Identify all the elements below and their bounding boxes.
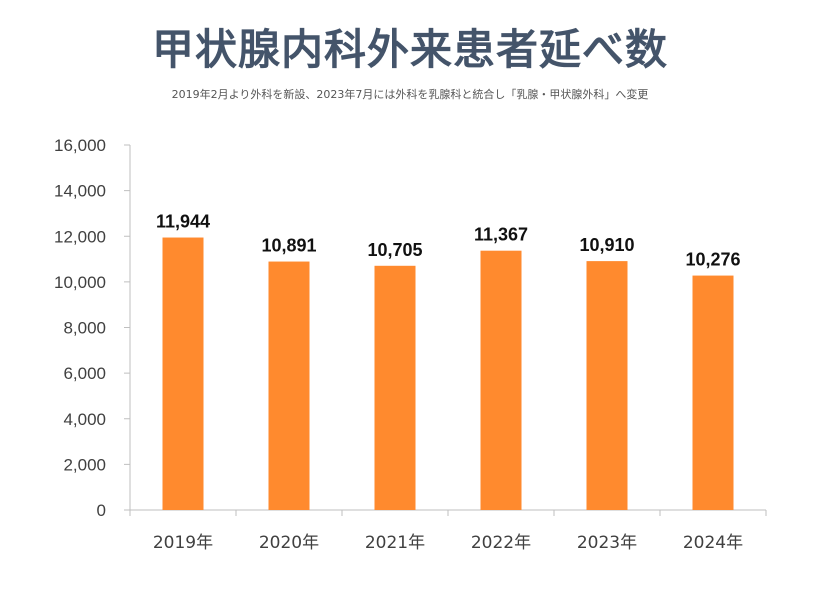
y-tick-label: 8,000 — [63, 319, 106, 338]
x-category-label: 2023年 — [577, 533, 637, 553]
x-category-label: 2020年 — [259, 533, 319, 553]
data-label: 11,367 — [474, 225, 528, 245]
data-label: 11,944 — [156, 212, 210, 232]
y-tick-label: 14,000 — [54, 182, 106, 201]
data-label: 10,891 — [261, 236, 316, 256]
y-tick-label: 2,000 — [63, 455, 106, 474]
data-label: 10,705 — [367, 240, 422, 260]
y-tick-label: 16,000 — [54, 136, 106, 155]
x-category-label: 2022年 — [471, 533, 531, 553]
bar — [268, 261, 310, 510]
chart-title: 甲状腺内科外来患者延べ数 — [151, 25, 668, 74]
y-tick-label: 0 — [97, 501, 106, 520]
x-category-label: 2024年 — [683, 533, 743, 553]
y-tick-label: 10,000 — [54, 273, 106, 292]
data-label: 10,276 — [685, 250, 740, 270]
x-category-label: 2021年 — [365, 533, 425, 553]
bar — [692, 275, 734, 510]
bar — [480, 250, 522, 510]
y-tick-label: 4,000 — [63, 410, 106, 429]
y-tick-label: 12,000 — [54, 227, 106, 246]
data-label: 10,910 — [579, 235, 634, 255]
chart-subtitle: 2019年2月より外科を新設、2023年7月には外科を乳腺科と統合し「乳腺・甲状… — [171, 88, 649, 101]
bar — [586, 261, 628, 510]
y-tick-label: 6,000 — [63, 364, 106, 383]
x-category-label: 2019年 — [153, 533, 213, 553]
bar — [374, 265, 416, 510]
bar — [162, 237, 204, 510]
